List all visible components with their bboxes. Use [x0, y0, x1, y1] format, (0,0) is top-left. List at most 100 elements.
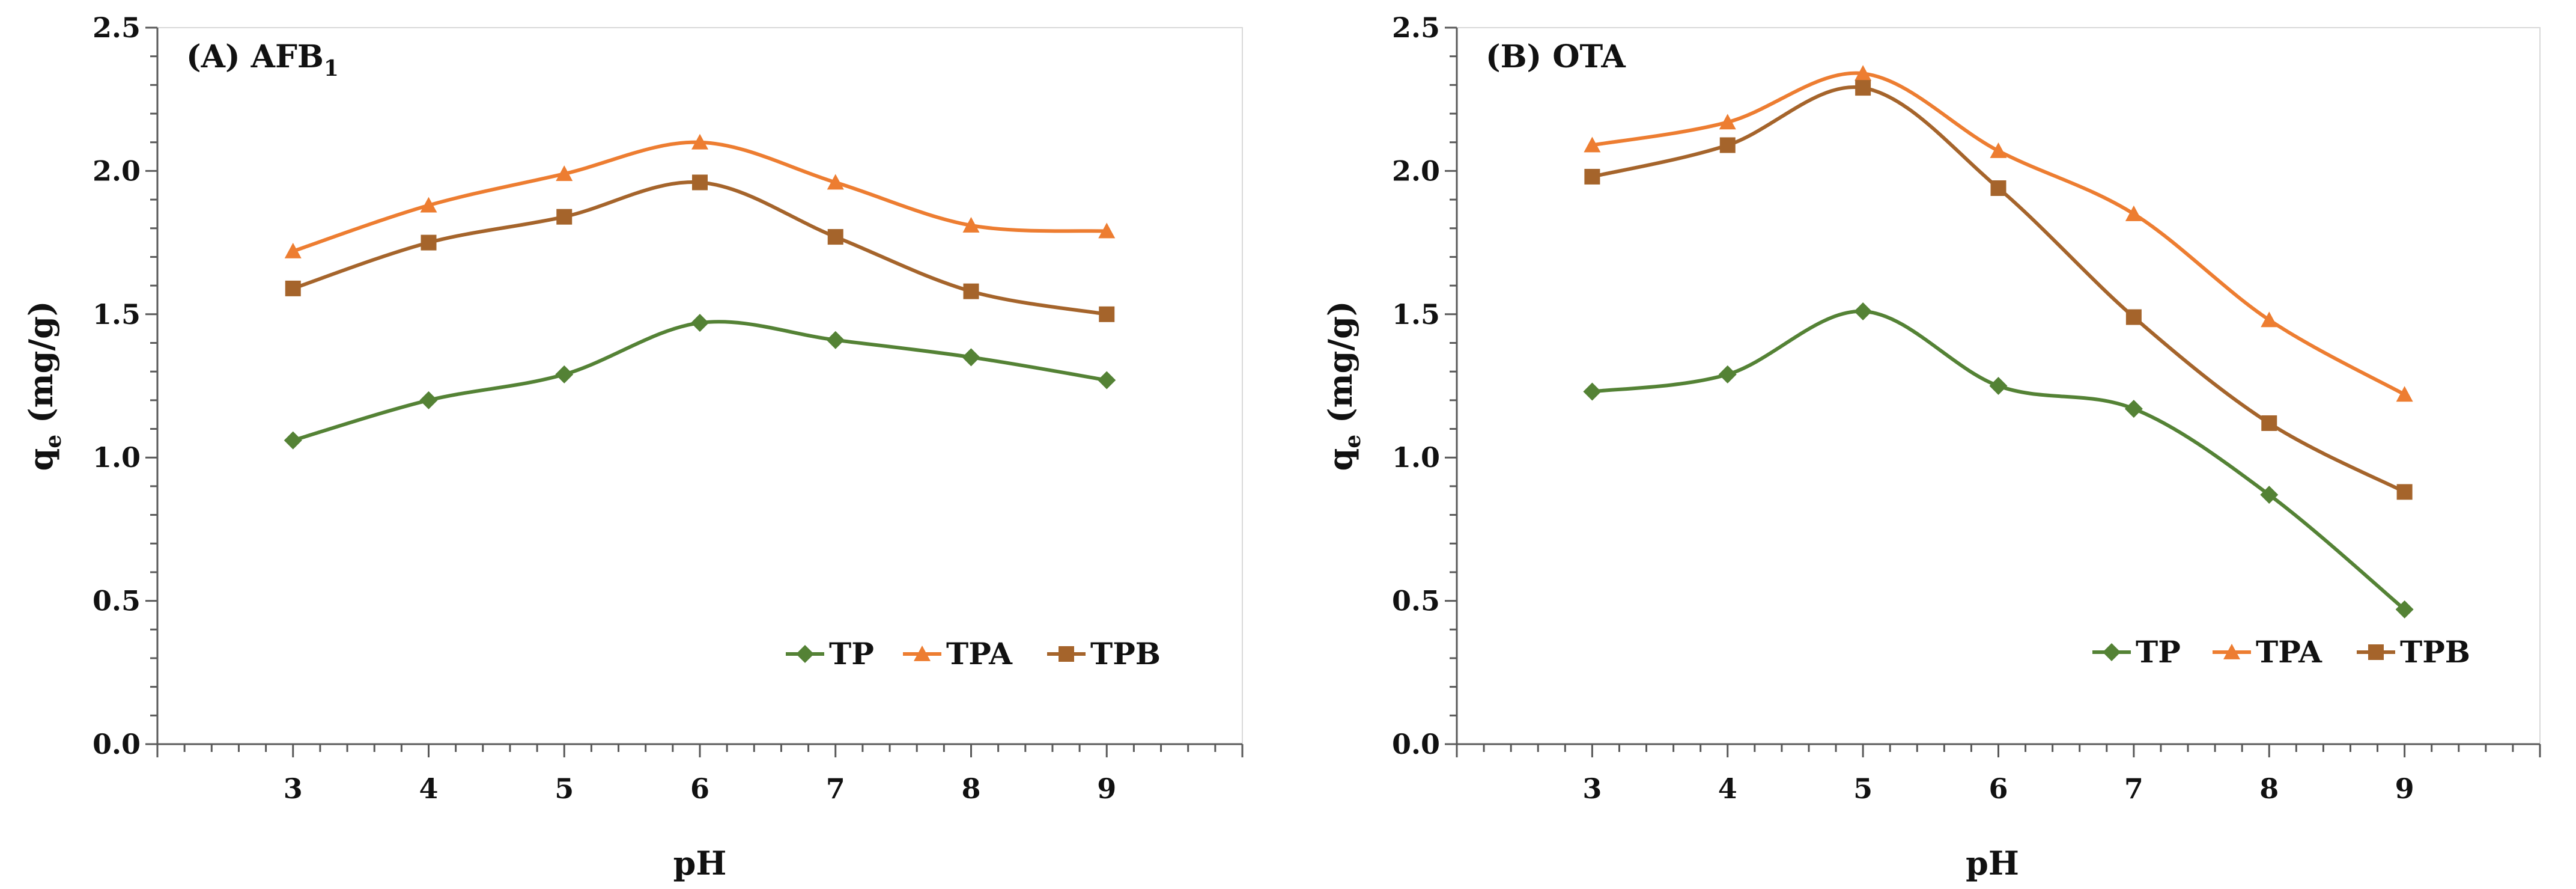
data-point-tpb: [421, 234, 437, 251]
x-tick-label: 5: [554, 772, 574, 805]
series-line-tpa: [292, 140, 1107, 253]
data-point-tpb: [963, 283, 979, 299]
data-point-tpb: [1584, 168, 1600, 185]
legend-item-tpb: TPB: [2357, 634, 2470, 670]
legend-marker: [2368, 644, 2384, 660]
panel-title: (B) OTA: [1486, 38, 1626, 75]
legend-item-tpa: TPA: [903, 636, 1013, 671]
y-tick-label: 2.0: [1392, 154, 1440, 187]
legend-label: TPB: [1090, 636, 1161, 671]
x-tick-label: 7: [2124, 772, 2143, 805]
chart-panel-1: 0.0 0.5 1.0 1.5 2.0 2.5 3 4 5 6 7 8 9 pH qe (mg/g) (A) …: [22, 11, 1244, 882]
x-axis-title: pH: [1966, 844, 2019, 882]
chart-panel-2: 0.0 0.5 1.0 1.5 2.0 2.5 3 4 5 6 7 8 9 pH qe (mg/g) (B) …: [1321, 11, 2541, 882]
series-line-tpb: [292, 180, 1107, 316]
y-tick-label: 0.5: [93, 585, 141, 617]
legend-label: TP: [829, 636, 874, 671]
data-point-tpb: [827, 229, 843, 245]
data-point-tpa: [1584, 136, 1601, 153]
series-line-tp: [292, 320, 1107, 442]
legend-marker: [1059, 646, 1074, 662]
data-point-tp: [2124, 400, 2143, 418]
legend-marker: [2223, 644, 2240, 659]
data-point-tp: [555, 365, 574, 383]
series-line-tp: [1592, 309, 2406, 611]
y-tick-label: 0.0: [93, 728, 141, 760]
x-tick-label: 9: [2395, 772, 2414, 805]
legend-item-tpa: TPA: [2213, 634, 2322, 670]
data-point-tp: [1854, 302, 1873, 321]
data-point-tp: [691, 314, 709, 332]
data-point-tp: [2260, 486, 2279, 504]
data-point-tpb: [556, 209, 573, 225]
data-point-tp: [1098, 371, 1116, 390]
legend-item-tpb: TPB: [1047, 636, 1161, 671]
x-tick-label: 3: [1582, 772, 1602, 805]
x-tick-label: 3: [284, 772, 303, 805]
y-tick-label: 1.0: [1392, 441, 1440, 474]
data-point-tpa: [420, 197, 437, 213]
data-point-tpa: [1990, 142, 2007, 158]
data-point-tpb: [2396, 484, 2413, 500]
data-point-tpb: [1099, 306, 1115, 322]
y-tick-label: 2.0: [93, 154, 141, 187]
data-point-tp: [284, 431, 302, 450]
y-tick-label: 1.0: [93, 441, 141, 474]
y-tick-label: 1.5: [93, 298, 141, 331]
data-point-tpa: [2261, 311, 2278, 328]
data-point-tpb: [2261, 415, 2277, 431]
data-point-tpa: [1719, 114, 1736, 130]
legend-label: TPB: [2400, 634, 2470, 670]
data-point-tpb: [692, 174, 708, 191]
legend-label: TP: [2136, 634, 2181, 670]
x-axis-title: pH: [673, 844, 727, 882]
x-tick-label: 6: [1988, 772, 2008, 805]
data-point-tp: [826, 331, 845, 349]
legend-item-tp: TP: [2092, 634, 2181, 670]
x-tick-label: 9: [1097, 772, 1116, 805]
data-point-tp: [419, 391, 438, 409]
legend-label: TPA: [946, 636, 1013, 671]
legend-marker: [914, 646, 931, 661]
series-line-tpa: [1591, 71, 2406, 396]
x-tick-label: 5: [1853, 772, 1873, 805]
legend-label: TPA: [2256, 634, 2322, 670]
x-tick-label: 4: [1718, 772, 1737, 805]
data-point-tp: [1718, 365, 1737, 383]
data-point-tpb: [285, 280, 301, 296]
x-tick-label: 7: [826, 772, 845, 805]
x-tick-label: 8: [2259, 772, 2279, 805]
legend-marker: [2103, 643, 2121, 661]
data-point-tpa: [691, 133, 708, 150]
data-point-tpa: [2396, 386, 2413, 402]
y-tick-label: 0.5: [1392, 585, 1440, 617]
data-point-tpa: [1098, 222, 1116, 239]
y-tick-label: 2.5: [93, 11, 141, 44]
data-point-tpa: [962, 216, 980, 233]
data-point-tp: [2395, 600, 2414, 619]
y-axis-title: qe (mg/g): [1321, 301, 1365, 471]
data-point-tp: [1989, 377, 2008, 395]
data-point-tp: [962, 348, 980, 367]
data-point-tpa: [2125, 205, 2142, 221]
data-point-tpb: [1990, 180, 2006, 197]
legend-marker: [796, 645, 814, 663]
y-tick-label: 0.0: [1392, 728, 1440, 760]
data-point-tpb: [1855, 80, 1871, 96]
y-axis-title: qe (mg/g): [22, 301, 66, 471]
data-point-tpa: [284, 242, 302, 258]
y-tick-label: 1.5: [1392, 298, 1440, 331]
data-point-tp: [1583, 382, 1602, 401]
x-tick-label: 6: [690, 772, 709, 805]
data-point-tpa: [827, 174, 844, 190]
data-point-tpa: [556, 165, 573, 182]
y-tick-label: 2.5: [1392, 11, 1440, 44]
x-tick-label: 8: [961, 772, 980, 805]
legend-item-tp: TP: [786, 636, 874, 671]
data-point-tpb: [1719, 137, 1736, 153]
data-point-tpb: [2125, 309, 2142, 325]
panel-title: (A) AFB1: [186, 38, 339, 81]
data-point-tpa: [1855, 65, 1872, 81]
x-tick-label: 4: [419, 772, 438, 805]
